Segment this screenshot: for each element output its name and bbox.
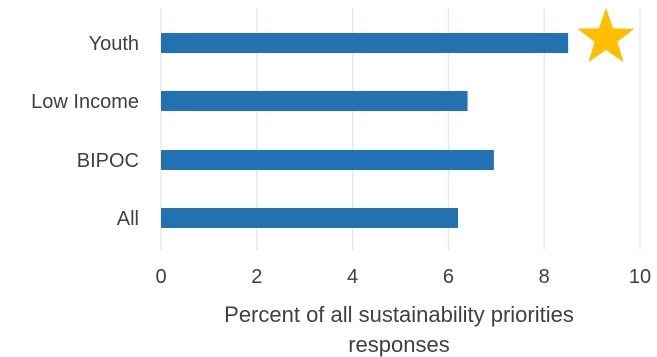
category-label-youth: Youth: [89, 33, 139, 55]
star-icon: [577, 8, 635, 63]
x-tick-label-2: 2: [251, 266, 262, 288]
x-axis-title-line-1: Percent of all sustainability priorities: [224, 302, 574, 327]
annotation-layer: [577, 8, 635, 63]
category-label-bipoc: BIPOC: [77, 150, 139, 172]
bar-series: [161, 33, 569, 228]
x-axis-title-line-2: responses: [348, 332, 450, 357]
x-tick-label-6: 6: [443, 266, 454, 288]
category-label-low-income: Low Income: [31, 91, 139, 113]
x-tick-labels: 0 2 4 6 8 10: [155, 266, 651, 288]
bar-low-income: [161, 91, 468, 111]
bar-all: [161, 208, 458, 228]
x-tick-label-0: 0: [155, 266, 166, 288]
x-axis-title: Percent of all sustainability priorities…: [224, 302, 574, 357]
bar-youth: [161, 33, 569, 53]
category-labels: Youth Low Income BIPOC All: [31, 33, 139, 230]
bar-bipoc: [161, 150, 494, 170]
x-tick-label-10: 10: [629, 266, 651, 288]
x-tick-label-8: 8: [539, 266, 550, 288]
category-label-all: All: [117, 208, 139, 230]
x-tick-label-4: 4: [347, 266, 358, 288]
